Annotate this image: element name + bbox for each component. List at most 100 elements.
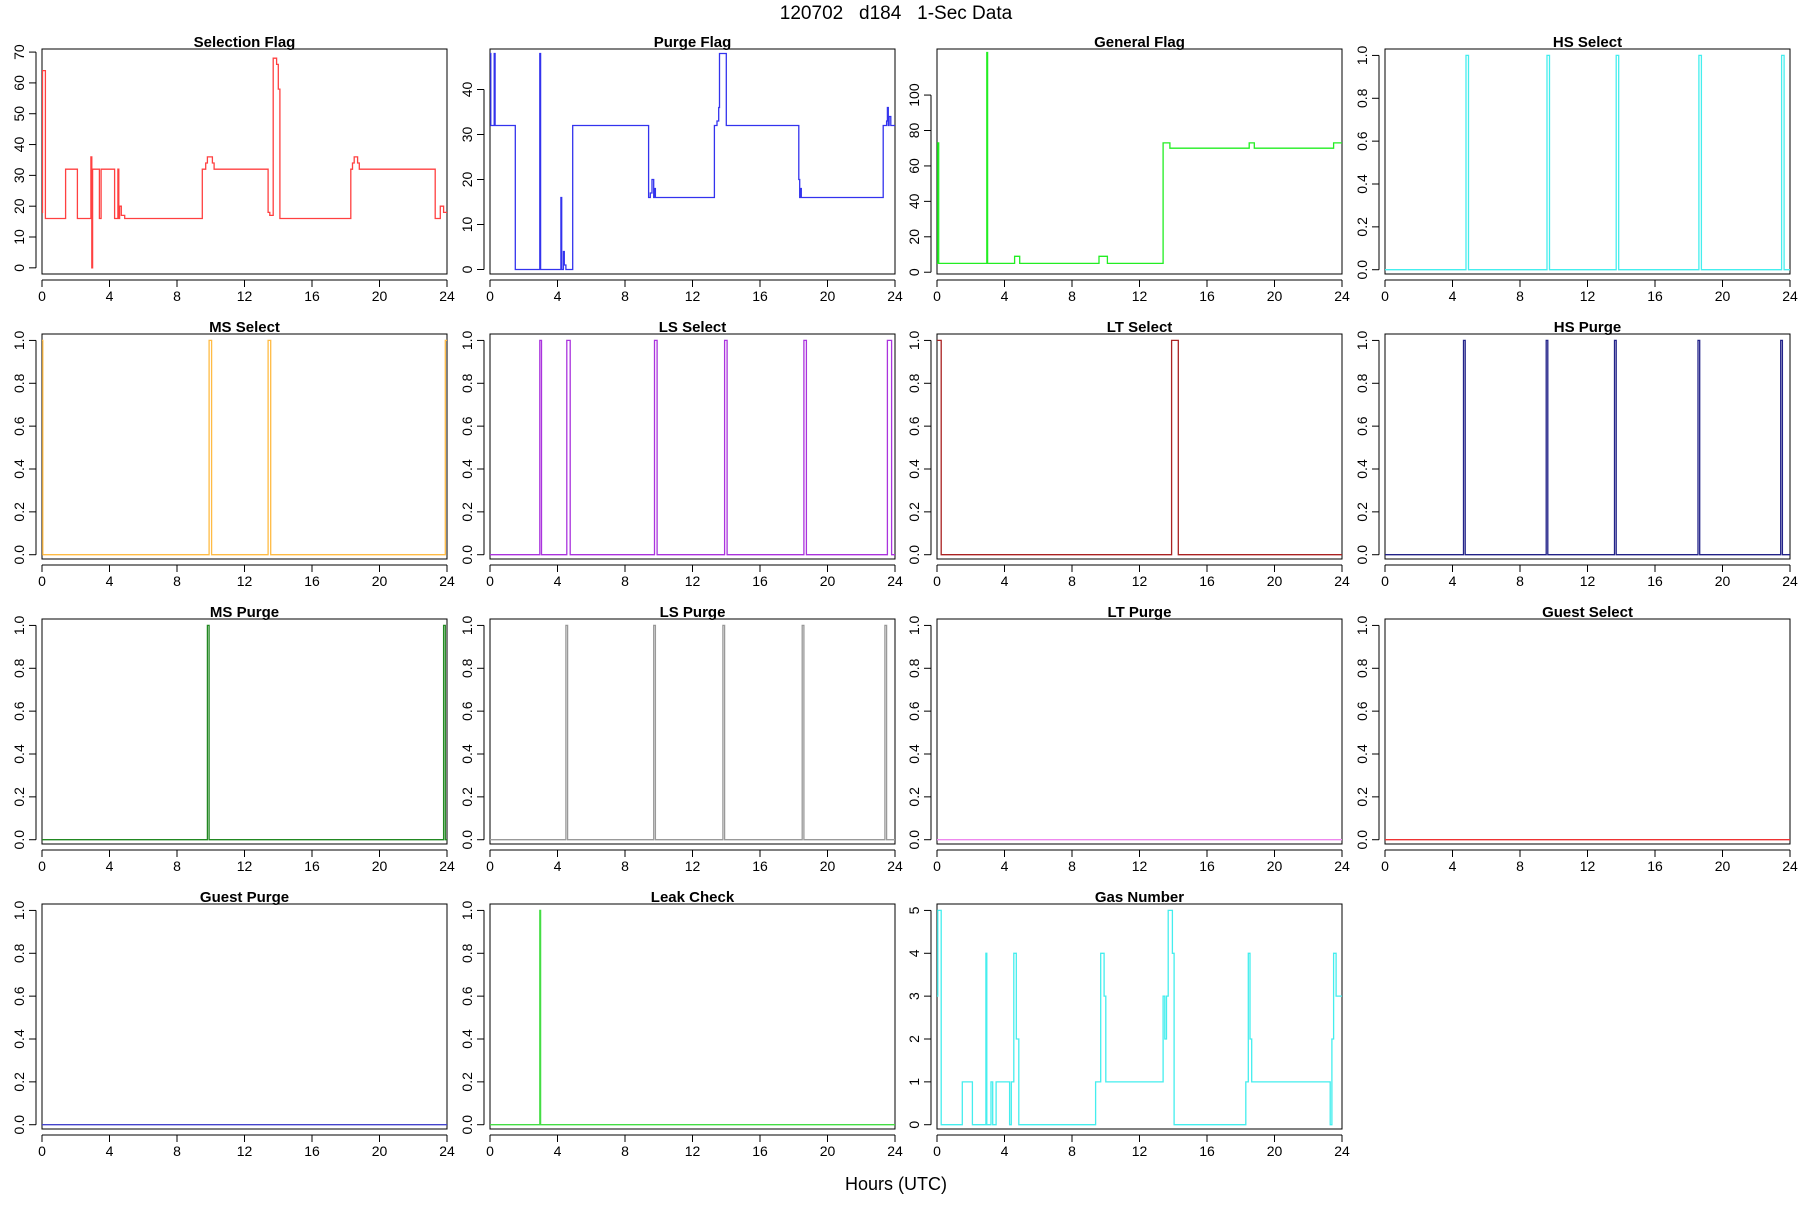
ms-select-x-tick-label: 12 [237, 573, 253, 589]
hs-select-plot-frame [1384, 48, 1791, 275]
ms-purge-y-tick-label: 0.2 [11, 787, 27, 807]
selection-flag-y-tick-label: 60 [11, 75, 27, 91]
leak-check-y-tick-label: 1.0 [459, 900, 475, 920]
lt-select-y-tick-label: 0.2 [906, 502, 922, 522]
lt-purge-x-tick-label: 16 [1199, 858, 1215, 874]
hs-select-x-tick-label: 0 [1381, 288, 1389, 304]
hs-purge-title: HS Purge [1554, 319, 1622, 336]
lt-purge-x-tick-label: 4 [1001, 858, 1009, 874]
guest-select-y-tick-label: 0.8 [1354, 658, 1370, 678]
ls-purge-y-tick-label: 0.4 [459, 744, 475, 764]
lt-purge-y-tick-label: 0.0 [906, 830, 922, 850]
leak-check-x-tick-label: 24 [887, 1143, 903, 1159]
hs-select-series-line [1385, 54, 1790, 271]
hs-purge-plot-frame [1384, 333, 1791, 560]
selection-flag-x-tick-label: 16 [304, 288, 320, 304]
gas-number-y-tick-label: 4 [906, 949, 922, 957]
panel-lt-select: LT Select 0 4 8 12 16 20 24 0.0 0.2 0.4 0.6 0.8 1.0 [906, 319, 1350, 589]
hs-purge-y-tick-label: 0.0 [1354, 545, 1370, 565]
ls-select-series-line [490, 339, 895, 556]
hs-purge-y-tick-label: 0.8 [1354, 373, 1370, 393]
general-flag-x-tick-label: 20 [1267, 288, 1283, 304]
selection-flag-y-tick-label: 0 [11, 264, 27, 272]
guest-purge-y-tick-label: 0.8 [11, 943, 27, 963]
general-flag-plot-frame [936, 48, 1343, 275]
ls-select-x-tick-label: 4 [554, 573, 562, 589]
ls-select-y-tick-label: 1.0 [459, 330, 475, 350]
selection-flag-x-tick-label: 20 [372, 288, 388, 304]
panel-hs-select: HS Select 0 4 8 12 16 20 24 0.0 0.2 0.4 0.6 0.8 1.0 [1354, 34, 1798, 304]
ls-purge-y-tick-label: 0.8 [459, 658, 475, 678]
ls-select-x-tick-label: 12 [685, 573, 701, 589]
ms-select-title: MS Select [209, 319, 280, 336]
purge-flag-x-tick-label: 12 [685, 288, 701, 304]
selection-flag-series-line [42, 57, 447, 269]
guest-select-y-tick-label: 0.6 [1354, 701, 1370, 721]
ms-purge-y-tick-label: 0.0 [11, 830, 27, 850]
leak-check-y-tick-label: 0.0 [459, 1115, 475, 1135]
hs-purge-x-tick-label: 0 [1381, 573, 1389, 589]
purge-flag-y-tick-label: 10 [459, 217, 475, 233]
hs-purge-x-tick-label: 12 [1580, 573, 1596, 589]
gas-number-y-tick-label: 3 [906, 992, 922, 1000]
lt-select-x-tick-label: 24 [1334, 573, 1350, 589]
leak-check-y-tick-label: 0.6 [459, 986, 475, 1006]
lt-select-x-tick-label: 20 [1267, 573, 1283, 589]
purge-flag-x-tick-label: 4 [554, 288, 562, 304]
ls-purge-x-tick-label: 16 [752, 858, 768, 874]
selection-flag-title: Selection Flag [194, 34, 296, 51]
purge-flag-y-tick-label: 40 [459, 82, 475, 98]
guest-select-y-tick-label: 0.4 [1354, 744, 1370, 764]
purge-flag-y-tick-label: 30 [459, 127, 475, 143]
ls-select-x-tick-label: 24 [887, 573, 903, 589]
lt-purge-x-tick-label: 12 [1132, 858, 1148, 874]
hs-select-y-tick-label: 1.0 [1354, 45, 1370, 65]
panel-general-flag: General Flag 0 4 8 12 16 20 24 0 20 40 60 80 100 [906, 34, 1350, 304]
ms-select-y-tick-label: 0.6 [11, 416, 27, 436]
hs-purge-x-tick-label: 16 [1647, 573, 1663, 589]
ms-select-series-line [42, 339, 447, 556]
leak-check-y-tick-label: 0.8 [459, 943, 475, 963]
guest-purge-title: Guest Purge [200, 889, 289, 906]
gas-number-y-tick-label: 1 [906, 1078, 922, 1086]
panel-ls-select: LS Select 0 4 8 12 16 20 24 0.0 0.2 0.4 0.6 0.8 1.0 [459, 319, 903, 589]
panel-ms-select: MS Select 0 4 8 12 16 20 24 0.0 0.2 0.4 0.6 0.8 1.0 [11, 319, 455, 589]
gas-number-x-tick-label: 8 [1068, 1143, 1076, 1159]
guest-purge-y-tick-label: 0.0 [11, 1115, 27, 1135]
lt-purge-y-tick-label: 0.8 [906, 658, 922, 678]
ls-select-y-tick-label: 0.8 [459, 373, 475, 393]
panel-ls-purge: LS Purge 0 4 8 12 16 20 24 0.0 0.2 0.4 0.6 0.8 1.0 [459, 604, 903, 874]
hs-select-y-tick-label: 0.4 [1354, 174, 1370, 194]
lt-select-y-tick-label: 0.4 [906, 459, 922, 479]
leak-check-y-tick-label: 0.2 [459, 1072, 475, 1092]
hs-select-x-tick-label: 4 [1449, 288, 1457, 304]
selection-flag-y-tick-label: 20 [11, 198, 27, 214]
purge-flag-x-tick-label: 8 [621, 288, 629, 304]
ms-select-x-tick-label: 24 [439, 573, 455, 589]
leak-check-x-tick-label: 0 [486, 1143, 494, 1159]
lt-purge-x-tick-label: 20 [1267, 858, 1283, 874]
hs-purge-x-tick-label: 8 [1516, 573, 1524, 589]
lt-purge-y-tick-label: 1.0 [906, 615, 922, 635]
guest-select-y-tick-label: 0.0 [1354, 830, 1370, 850]
guest-select-plot-frame [1384, 618, 1791, 845]
general-flag-series-line [937, 51, 1342, 265]
ls-purge-title: LS Purge [660, 604, 726, 621]
lt-select-x-tick-label: 16 [1199, 573, 1215, 589]
selection-flag-x-tick-label: 12 [237, 288, 253, 304]
ms-purge-y-tick-label: 0.4 [11, 744, 27, 764]
leak-check-y-tick-label: 0.4 [459, 1029, 475, 1049]
ms-select-y-tick-label: 0.4 [11, 459, 27, 479]
guest-select-x-tick-label: 0 [1381, 858, 1389, 874]
lt-select-y-tick-label: 0.0 [906, 545, 922, 565]
leak-check-x-tick-label: 8 [621, 1143, 629, 1159]
ls-purge-y-tick-label: 0.6 [459, 701, 475, 721]
guest-select-y-tick-label: 1.0 [1354, 615, 1370, 635]
selection-flag-y-tick-label: 30 [11, 167, 27, 183]
lt-purge-plot-frame [936, 618, 1343, 845]
ms-select-x-tick-label: 20 [372, 573, 388, 589]
ms-purge-plot-frame [41, 618, 448, 845]
